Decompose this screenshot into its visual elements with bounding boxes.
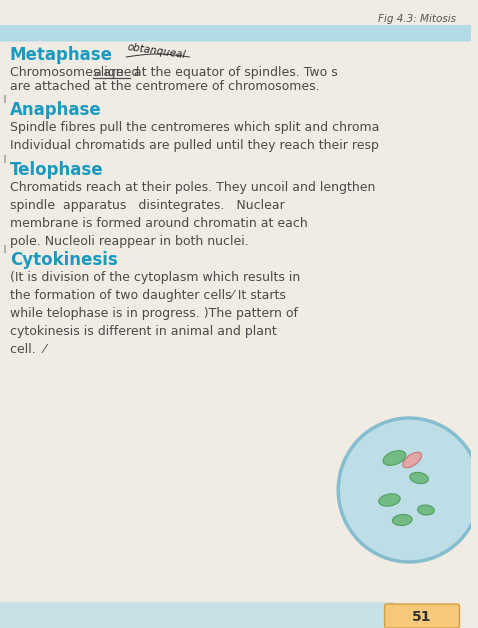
Ellipse shape [379, 494, 400, 506]
Text: Cytokinesis: Cytokinesis [10, 251, 118, 269]
Text: 51: 51 [412, 610, 432, 624]
Text: aligned: aligned [94, 66, 140, 79]
Ellipse shape [383, 451, 406, 465]
FancyBboxPatch shape [0, 25, 471, 41]
Text: at the equator of spindles. Two s: at the equator of spindles. Two s [130, 66, 338, 79]
FancyBboxPatch shape [0, 602, 394, 628]
Circle shape [338, 418, 478, 562]
Text: are attached at the centromere of chromosomes.: are attached at the centromere of chromo… [10, 80, 319, 93]
Text: obtanqueal: obtanqueal [126, 42, 186, 60]
Text: Metaphase: Metaphase [10, 46, 113, 64]
Text: Telophase: Telophase [10, 161, 103, 179]
Text: Chromosomes are: Chromosomes are [10, 66, 128, 79]
Text: Chromatids reach at their poles. They uncoil and lengthen
spindle  apparatus   d: Chromatids reach at their poles. They un… [10, 181, 375, 248]
Text: Anaphase: Anaphase [10, 101, 102, 119]
Ellipse shape [410, 472, 428, 484]
Text: Fig 4.3: Mitosis: Fig 4.3: Mitosis [378, 14, 456, 24]
Text: (It is division of the cytoplasm which results in
the formation of two daughter : (It is division of the cytoplasm which r… [10, 271, 300, 356]
Ellipse shape [418, 505, 435, 515]
Ellipse shape [403, 452, 422, 468]
FancyBboxPatch shape [385, 604, 459, 628]
Ellipse shape [392, 514, 412, 526]
Text: Spindle fibres pull the centromeres which split and chroma
Individual chromatids: Spindle fibres pull the centromeres whic… [10, 121, 379, 152]
